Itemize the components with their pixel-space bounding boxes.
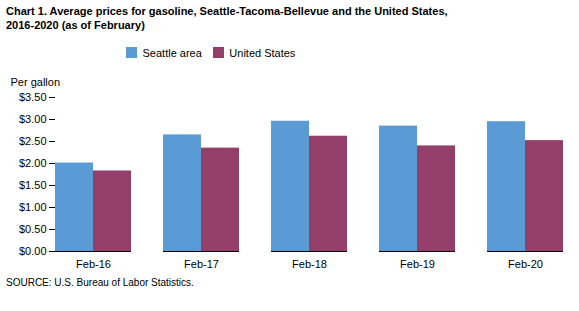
svg-text:Feb-19: Feb-19 [400,258,435,270]
svg-text:$0.00: $0.00 [19,245,47,257]
svg-text:Feb-18: Feb-18 [292,258,327,270]
svg-text:Feb-16: Feb-16 [76,258,111,270]
svg-text:$2.00: $2.00 [19,157,47,169]
html-text:2016-2020 (as of February): 2016-2020 (as of February) [6,19,145,31]
svg-text:$2.50: $2.50 [19,135,47,147]
html-text:Seattle area: Seattle area [142,46,202,59]
html-text:United States: United States [229,46,296,59]
svg-text:Feb-20: Feb-20 [508,258,543,270]
html-text:Chart 1. Average prices for ga: Chart 1. Average prices for gasoline, Se… [6,5,448,17]
svg-text:$3.50: $3.50 [19,91,47,103]
svg-text:Per gallon: Per gallon [11,76,61,88]
svg-text:$1.50: $1.50 [19,179,47,191]
svg-text:$1.00: $1.00 [19,201,47,213]
svg-text:$0.50: $0.50 [19,223,47,235]
svg-text:$3.00: $3.00 [19,113,47,125]
svg-text:Feb-17: Feb-17 [184,258,219,270]
html-text:SOURCE: U.S. Bureau of Labor S: SOURCE: U.S. Bureau of Labor Statistics. [6,276,194,288]
